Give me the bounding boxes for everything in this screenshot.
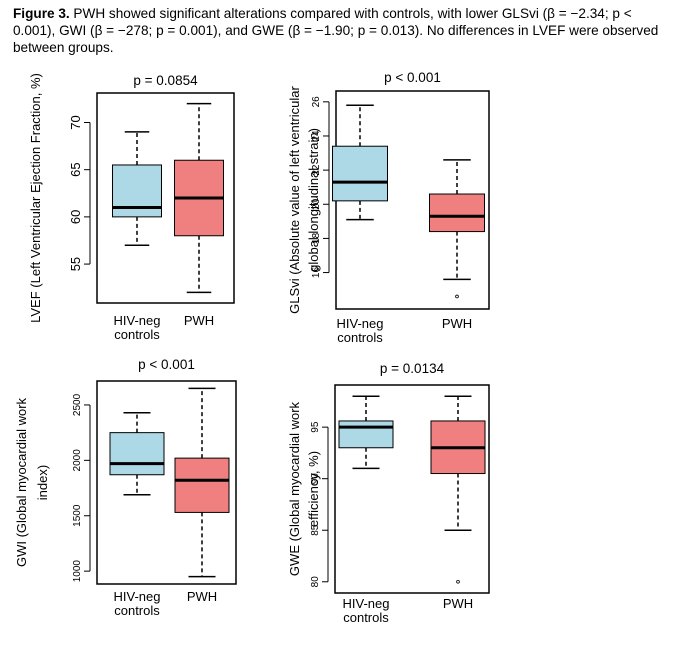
y-axis-label: GWI (Global myocardial work [14, 397, 29, 567]
iqr-box [174, 457, 230, 513]
panel-2: p < 0.001 16 18 20 22 24 26 GLSvi (Absolute val… [287, 70, 490, 345]
figure-caption: Figure 3. PWH showed significant alterat… [13, 5, 673, 56]
y-tick-label: 1500 [72, 504, 83, 527]
y-tick-label: 22 [311, 164, 322, 176]
iqr-box [112, 164, 162, 218]
iqr-box [332, 145, 388, 202]
y-axis-label: GWE (Global myocardial work [287, 401, 302, 576]
x-category-label: HIV-neg [114, 313, 161, 328]
figure-label: Figure 3. [13, 6, 70, 21]
y-tick-label: 70 [68, 115, 83, 129]
caption-text: PWH showed significant alterations compa… [13, 6, 659, 55]
panel-title: p < 0.001 [384, 70, 441, 85]
y-axis-label: index) [35, 465, 50, 500]
y-axis-label: LVEF (Left Ventricular Ejection Fraction… [28, 73, 43, 323]
box-controls [332, 104, 388, 221]
x-category-label: HIV-neg [337, 316, 384, 331]
outlier-point [456, 579, 460, 584]
panel-4: p = 0.0134 80 85 90 95 GWE (Global myocardial… [287, 361, 490, 625]
x-category-label: controls [114, 603, 160, 618]
y-axis-label: efficiency, %) [306, 451, 321, 527]
y-tick-label: 65 [68, 162, 83, 176]
x-category-label: PWH [442, 316, 472, 331]
x-category-label: PWH [443, 596, 473, 611]
box-pwh [174, 387, 230, 578]
box-controls [112, 131, 162, 246]
x-category-label: PWH [184, 313, 214, 328]
panel-title: p = 0.0134 [380, 361, 445, 376]
y-tick-label: 1000 [72, 560, 83, 583]
iqr-box [109, 432, 165, 476]
plot-frame [334, 384, 490, 594]
y-tick-label: 55 [68, 257, 83, 271]
outlier-point [455, 294, 459, 299]
box-pwh [430, 395, 486, 584]
y-tick-label: 2500 [72, 393, 83, 416]
y-tick-label: 24 [311, 130, 322, 142]
panel-title: p = 0.0854 [133, 73, 198, 88]
y-axis-label: GLSvi (Absolute value of left ventricula… [287, 86, 302, 314]
y-tick-label: 2000 [72, 449, 83, 472]
x-category-label: controls [337, 330, 383, 345]
iqr-box [338, 420, 394, 449]
y-tick-label: 90 [310, 473, 321, 485]
y-tick-label: 16 [311, 267, 322, 279]
plot-frame [96, 92, 235, 304]
plot-frame [96, 380, 237, 585]
y-tick-label: 18 [311, 232, 322, 244]
iqr-box [429, 193, 485, 233]
panel-title: p < 0.001 [138, 357, 195, 372]
box-pwh [174, 102, 224, 294]
panel-1: p = 0.0854 55 60 65 70 LVEF (Left Ventricular… [28, 73, 235, 342]
y-tick-label: 26 [311, 96, 322, 108]
x-category-label: controls [114, 327, 160, 342]
y-tick-label: 60 [68, 210, 83, 224]
x-category-label: HIV-neg [343, 596, 390, 611]
box-controls [338, 395, 394, 470]
box-controls [109, 411, 165, 496]
x-category-label: HIV-neg [114, 589, 161, 604]
box-pwh [429, 159, 485, 299]
y-tick-label: 85 [310, 524, 321, 536]
x-category-label: controls [343, 610, 389, 625]
y-tick-label: 80 [310, 576, 321, 588]
panel-3: p < 0.001 1000 1500 2000 2500 GWI (Global myo… [14, 357, 237, 618]
x-category-label: PWH [187, 589, 217, 604]
y-axis-label: global longitudinal strain) [306, 128, 321, 272]
y-tick-label: 95 [310, 421, 321, 433]
y-tick-label: 20 [311, 198, 322, 210]
